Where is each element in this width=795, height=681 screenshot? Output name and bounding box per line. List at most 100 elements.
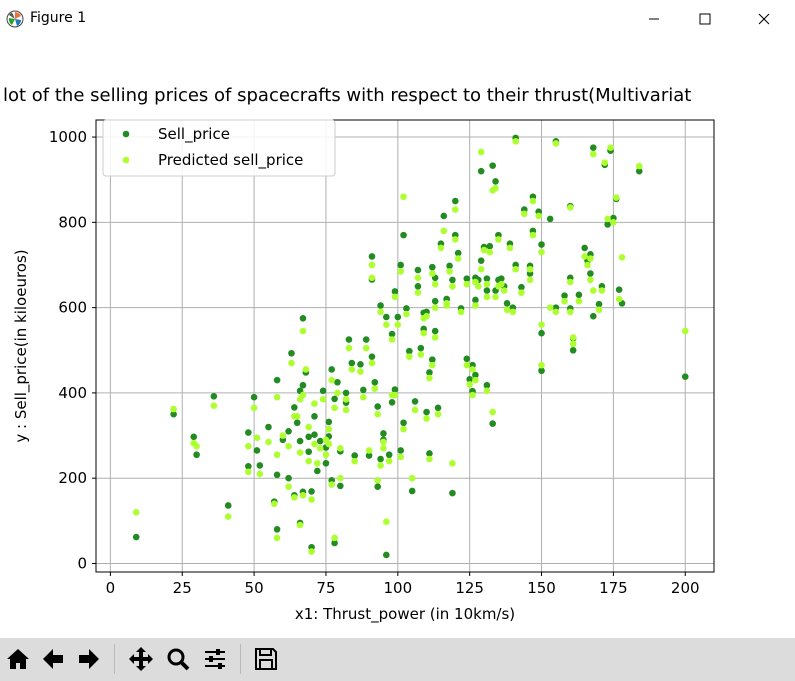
predicted-price-point (322, 451, 330, 459)
predicted-price-point (345, 344, 353, 352)
sell-price-point (311, 413, 318, 420)
legend-label-predicted-sell-price: Predicted sell_price (158, 151, 303, 170)
predicted-price-point (587, 255, 594, 262)
minimize-button[interactable] (629, 0, 679, 38)
sell-price-point (285, 474, 292, 482)
predicted-price-point (480, 246, 488, 254)
sell-price-point (449, 489, 456, 497)
sell-price-point (426, 450, 433, 457)
predicted-price-point (552, 140, 560, 147)
sell-price-point (575, 291, 583, 299)
sell-price-point (483, 381, 491, 389)
maximize-button[interactable] (680, 0, 730, 38)
predicted-price-point (589, 287, 597, 294)
predicted-price-point (314, 459, 321, 467)
forward-button[interactable] (74, 644, 104, 674)
predicted-price-point (250, 404, 258, 412)
sell-price-point (311, 431, 318, 438)
sell-price-point (351, 452, 358, 459)
configure-subplots-button[interactable] (200, 644, 230, 674)
minimize-icon (649, 18, 659, 20)
predicted-price-point (334, 389, 341, 397)
predicted-price-point (497, 280, 505, 288)
predicted-price-point (440, 227, 448, 235)
home-button[interactable] (3, 644, 33, 674)
sell-price-point (446, 262, 453, 270)
predicted-price-point (635, 162, 643, 170)
predicted-price-point (299, 327, 307, 335)
sell-price-point (589, 312, 597, 320)
sell-price-point (132, 533, 140, 541)
predicted-price-point (256, 470, 264, 478)
predicted-price-point (302, 366, 310, 373)
sell-price-point (538, 329, 545, 337)
sell-price-point (414, 266, 422, 274)
predicted-price-point (529, 197, 537, 205)
sell-price-point (285, 427, 292, 435)
predicted-price-point (509, 308, 517, 316)
sell-price-point (587, 270, 594, 277)
predicted-price-point (454, 255, 462, 262)
predicted-price-point (383, 321, 390, 328)
sell-price-point (388, 398, 396, 406)
sell-price-point (210, 393, 218, 400)
back-button[interactable] (38, 644, 68, 674)
predicted-price-point (285, 483, 292, 491)
sell-price-point (391, 288, 399, 295)
predicted-price-point (374, 477, 381, 484)
predicted-price-point (561, 297, 568, 305)
predicted-price-point (526, 265, 534, 273)
predicted-price-point (368, 261, 376, 269)
sell-price-point (463, 355, 471, 363)
predicted-price-point (575, 297, 583, 305)
sell-price-point (328, 366, 336, 373)
predicted-price-point (463, 361, 471, 369)
predicted-price-point (426, 374, 433, 382)
sell-price-point (615, 286, 623, 294)
predicted-price-point (443, 302, 450, 309)
save-button[interactable] (251, 644, 281, 674)
predicted-price-point (581, 253, 588, 260)
sell-price-point (388, 330, 396, 338)
sell-price-point (589, 144, 597, 152)
predicted-price-point (245, 442, 252, 450)
predicted-price-point (431, 304, 439, 311)
predicted-price-point (328, 481, 336, 488)
zoom-button[interactable] (163, 644, 193, 674)
predicted-price-point (569, 340, 577, 348)
predicted-price-point (535, 212, 542, 220)
predicted-price-point (434, 410, 442, 418)
predicted-price-point (296, 449, 304, 456)
sell-price-point (383, 551, 390, 559)
sell-price-point (380, 430, 387, 437)
sell-price-point (357, 361, 364, 368)
predicted-price-point (391, 293, 399, 301)
x-tick-label: 100 (383, 579, 412, 597)
x-tick-label: 50 (245, 579, 264, 597)
sell-price-point (417, 344, 425, 352)
predicted-price-point (377, 462, 384, 469)
close-button[interactable] (739, 0, 789, 38)
sell-price-point (319, 387, 327, 395)
predicted-price-point (595, 306, 603, 314)
toolbar-separator (114, 644, 115, 674)
predicted-price-point (449, 459, 456, 467)
predicted-price-point (483, 293, 491, 301)
sell-price-point (371, 378, 379, 386)
predicted-price-point (408, 474, 416, 482)
home-icon (7, 649, 29, 669)
x-tick-label: 25 (173, 579, 192, 597)
pan-button[interactable] (126, 644, 156, 674)
sell-price-point (190, 433, 198, 441)
predicted-price-point (466, 381, 473, 388)
sell-price-point (374, 403, 381, 410)
sell-price-point (569, 346, 577, 354)
predicted-price-point (429, 361, 436, 369)
sell-price-point (489, 420, 496, 427)
sell-price-point (299, 381, 307, 389)
predicted-price-point (308, 496, 315, 503)
sell-price-point (325, 418, 333, 426)
predicted-price-point (538, 321, 545, 328)
sell-price-point (293, 419, 301, 427)
predicted-price-point (546, 304, 554, 311)
